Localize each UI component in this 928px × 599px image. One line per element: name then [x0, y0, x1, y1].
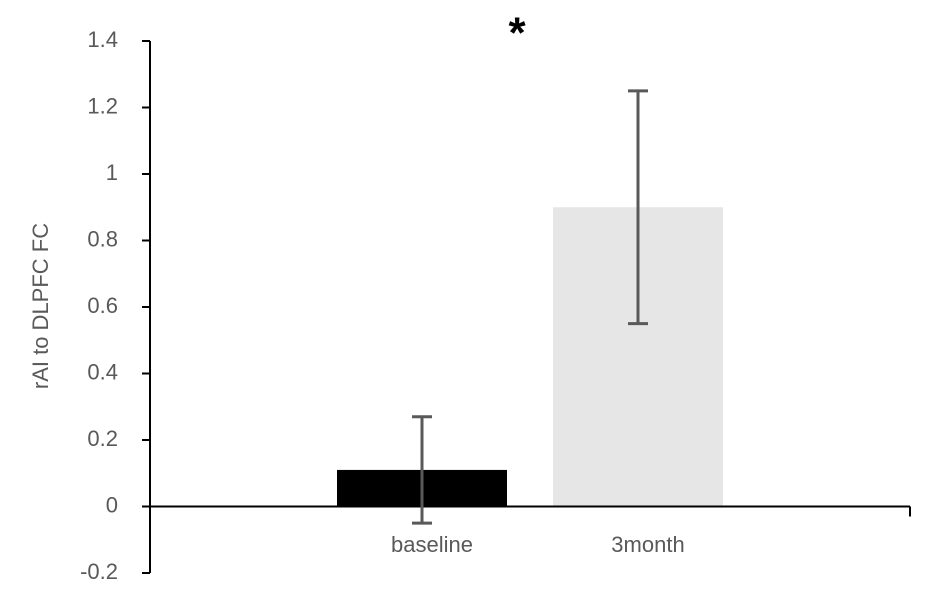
y-tick-label: 0.6 [87, 293, 118, 318]
y-axis-label: rAI to DLPFC FC [28, 223, 53, 389]
y-tick-label: 0.2 [87, 426, 118, 451]
y-tick-label: 0 [106, 492, 118, 517]
x-tick-label: baseline [391, 532, 473, 557]
y-tick-label: -0.2 [80, 559, 118, 584]
y-tick-label: 0.8 [87, 226, 118, 251]
y-tick-label: 1.2 [87, 93, 118, 118]
y-tick-label: 1.4 [87, 27, 118, 52]
y-tick-label: 1 [106, 160, 118, 185]
significance-mark: * [508, 9, 526, 58]
x-tick-label: 3month [611, 532, 684, 557]
error-bar [412, 415, 432, 525]
error-bar [628, 89, 648, 326]
y-tick-label: 0.4 [87, 359, 118, 384]
